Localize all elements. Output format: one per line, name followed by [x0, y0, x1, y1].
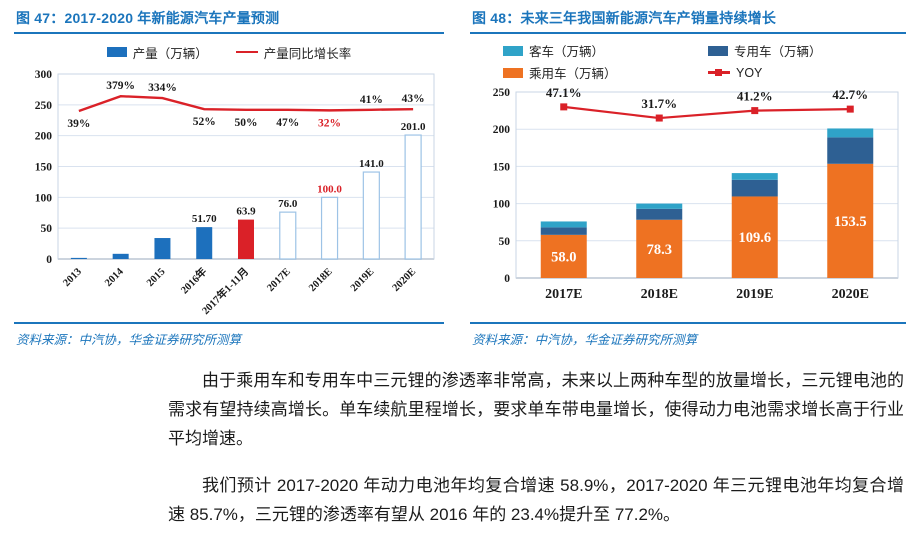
- svg-text:250: 250: [493, 87, 511, 99]
- svg-text:2020E: 2020E: [832, 287, 869, 302]
- svg-text:47.1%: 47.1%: [546, 85, 582, 100]
- legend-label: 产量同比增长率: [263, 46, 352, 61]
- legend-item: 产量（万辆）: [106, 43, 208, 62]
- svg-text:58.0: 58.0: [551, 249, 576, 265]
- legend-label: YOY: [736, 65, 763, 80]
- svg-text:31.7%: 31.7%: [641, 96, 677, 111]
- svg-text:76.0: 76.0: [278, 198, 298, 210]
- svg-text:2016年: 2016年: [178, 265, 210, 297]
- svg-text:379%: 379%: [106, 80, 135, 92]
- svg-text:63.9: 63.9: [236, 206, 256, 218]
- figure-48-source: 资料来源：中汽协，华金证券研究所测算: [472, 333, 698, 347]
- legend-color-swatch-icon: [106, 47, 127, 57]
- svg-text:2017E: 2017E: [265, 266, 293, 294]
- legend-label: 产量（万辆）: [132, 46, 208, 61]
- svg-text:47%: 47%: [276, 117, 299, 129]
- svg-text:200: 200: [35, 131, 53, 143]
- figure-47-chart: 0 50 100 150 200 250 300 51.70 63.9 76.0 100.0 141.…: [14, 64, 444, 322]
- legend-item: 乘用车（万辆）: [503, 63, 708, 82]
- svg-text:100: 100: [493, 199, 511, 211]
- stacked-chart-svg: 0 50 100 150 200 250 58.0 2017E 78.3 2018E 109.6 20…: [493, 85, 899, 302]
- figure-48: 图 48：未来三年我国新能源汽车产销量持续增长 客车（万辆） 专用车（万辆） 乘用车…: [470, 0, 906, 348]
- svg-text:41.2%: 41.2%: [737, 89, 773, 104]
- svg-text:51.70: 51.70: [192, 213, 217, 225]
- legend-line-icon: [235, 50, 258, 54]
- svg-text:50: 50: [41, 223, 53, 235]
- svg-text:0: 0: [504, 273, 510, 285]
- analysis-paragraph-1: 由于乘用车和专用车中三元锂的渗透率非常高，未来以上两种车型的放量增长，三元锂电池…: [168, 371, 904, 449]
- figure-47-source: 资料来源：中汽协，华金证券研究所测算: [16, 333, 242, 347]
- svg-text:141.0: 141.0: [359, 158, 384, 170]
- legend-color-swatch-icon: [503, 45, 523, 56]
- legend-label: 专用车（万辆）: [734, 45, 822, 59]
- figure-48-chart: 0 50 100 150 200 250 58.0 2017E 78.3 2018E 109.6 20…: [470, 80, 906, 322]
- svg-text:109.6: 109.6: [738, 230, 771, 246]
- analysis-text: 由于乘用车和专用车中三元锂的渗透率非常高，未来以上两种车型的放量增长，三元锂电池…: [168, 366, 904, 541]
- svg-text:43%: 43%: [402, 93, 425, 105]
- source-divider: [470, 322, 906, 324]
- svg-text:50%: 50%: [235, 117, 258, 129]
- svg-text:39%: 39%: [67, 118, 90, 130]
- svg-text:52%: 52%: [193, 116, 216, 128]
- source-divider: [14, 322, 444, 324]
- legend-label: 乘用车（万辆）: [529, 67, 617, 81]
- legend-line-icon: [708, 68, 730, 76]
- svg-text:2015: 2015: [145, 266, 168, 289]
- figure-47-legend: 产量（万辆） 产量同比增长率: [14, 42, 444, 62]
- figure-48-title: 图 48：未来三年我国新能源汽车产销量持续增长: [472, 10, 777, 26]
- svg-text:100.0: 100.0: [317, 183, 342, 195]
- svg-text:2014: 2014: [103, 266, 126, 289]
- svg-text:150: 150: [35, 162, 53, 174]
- svg-text:32%: 32%: [318, 117, 341, 129]
- svg-text:201.0: 201.0: [401, 121, 426, 133]
- figure-47-body: 产量（万辆） 产量同比增长率 0 50 100 150 200 250 300 51.70 63.…: [14, 34, 444, 322]
- svg-text:2018E: 2018E: [307, 266, 335, 294]
- figure-48-body: 客车（万辆） 专用车（万辆） 乘用车（万辆） YOY 0 50 100 150 200 250 5…: [470, 34, 906, 322]
- legend-item: 专用车（万辆）: [708, 41, 873, 60]
- combo-chart-svg: 0 50 100 150 200 250 300 51.70 63.9 76.0 100.0 141.…: [35, 69, 435, 317]
- svg-text:153.5: 153.5: [834, 214, 867, 230]
- title-divider: [14, 32, 444, 34]
- legend-color-swatch-icon: [503, 67, 523, 78]
- svg-text:2018E: 2018E: [641, 287, 678, 302]
- svg-text:78.3: 78.3: [647, 242, 672, 258]
- legend-item: 产量同比增长率: [235, 43, 352, 62]
- analysis-paragraph-2: 我们预计 2017-2020 年动力电池年均复合增速 58.9%，2017-20…: [168, 475, 904, 524]
- title-divider: [470, 32, 906, 34]
- svg-text:2013: 2013: [61, 266, 84, 289]
- legend-label: 客车（万辆）: [529, 45, 605, 59]
- figure-47: 图 47：2017-2020 年新能源汽车产量预测 产量（万辆） 产量同比增长率 …: [14, 0, 444, 348]
- svg-text:2019E: 2019E: [736, 287, 773, 302]
- svg-text:100: 100: [35, 192, 53, 204]
- legend-color-swatch-icon: [708, 45, 728, 56]
- legend-item: 客车（万辆）: [503, 41, 708, 60]
- svg-text:2017E: 2017E: [545, 287, 582, 302]
- svg-text:200: 200: [493, 124, 511, 136]
- svg-text:2020E: 2020E: [391, 266, 419, 294]
- figure-48-legend: 客车（万辆） 专用车（万辆） 乘用车（万辆） YOY: [470, 41, 906, 81]
- svg-text:0: 0: [46, 254, 52, 266]
- legend-item: YOY: [708, 63, 873, 82]
- svg-text:334%: 334%: [148, 82, 177, 94]
- figure-47-title: 图 47：2017-2020 年新能源汽车产量预测: [16, 10, 280, 26]
- svg-text:42.7%: 42.7%: [832, 87, 868, 102]
- legend-marker-icon: [715, 68, 722, 76]
- svg-text:150: 150: [493, 161, 511, 173]
- svg-text:250: 250: [35, 100, 53, 112]
- svg-text:50: 50: [499, 236, 511, 248]
- svg-text:2019E: 2019E: [349, 266, 377, 294]
- svg-text:41%: 41%: [360, 94, 383, 106]
- svg-text:300: 300: [35, 69, 53, 81]
